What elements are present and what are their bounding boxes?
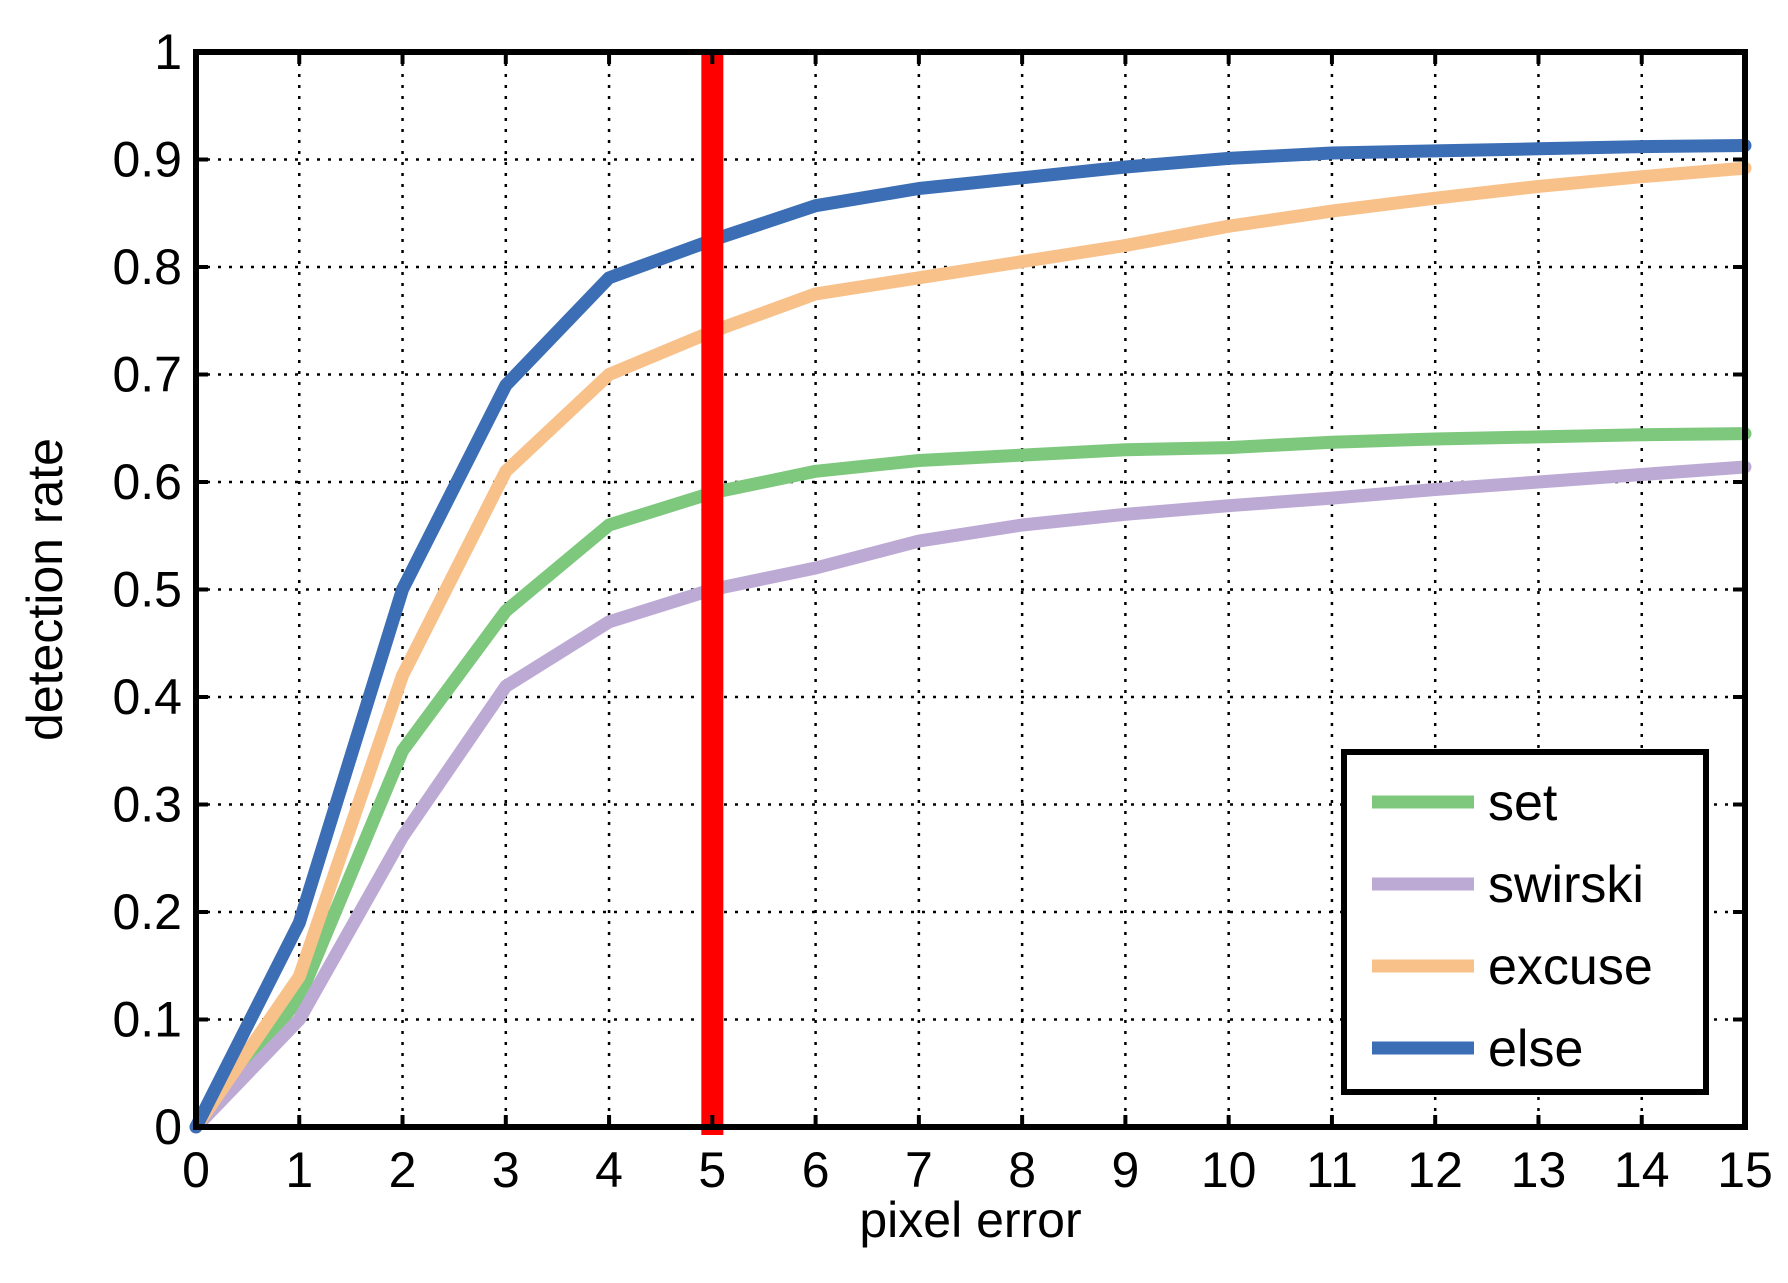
legend-box xyxy=(1341,749,1709,1095)
y-tick-label: 0.7 xyxy=(112,347,182,403)
x-tick-label: 0 xyxy=(182,1142,210,1198)
x-tick-label: 12 xyxy=(1407,1142,1463,1198)
y-tick-label: 0 xyxy=(154,1099,182,1155)
x-tick-label: 2 xyxy=(389,1142,417,1198)
y-tick-label: 0.2 xyxy=(112,884,182,940)
y-tick-label: 0.6 xyxy=(112,454,182,510)
y-tick-label: 0.9 xyxy=(112,132,182,188)
series-line-set xyxy=(189,427,1752,1134)
y-tick-label: 0.4 xyxy=(112,669,182,725)
x-tick-label: 10 xyxy=(1201,1142,1257,1198)
x-tick-label: 5 xyxy=(698,1142,726,1198)
legend: set swirski excuse else xyxy=(1341,749,1709,1095)
x-tick-label: 1 xyxy=(285,1142,313,1198)
series-line-excuse xyxy=(189,161,1752,1134)
y-tick-label: 0.5 xyxy=(112,562,182,618)
x-tick-label: 11 xyxy=(1306,1142,1358,1198)
legend-label-swirski: swirski xyxy=(1488,856,1644,914)
legend-label-excuse: excuse xyxy=(1488,938,1653,996)
y-tick-label: 1 xyxy=(154,24,182,80)
x-axis-ticks: 0 1 2 3 4 5 6 7 8 9 10 11 12 13 14 15 xyxy=(182,52,1773,1198)
x-axis-label: pixel error xyxy=(859,1192,1081,1248)
x-tick-label: 3 xyxy=(492,1142,520,1198)
x-tick-label: 6 xyxy=(802,1142,830,1198)
series-lines xyxy=(189,139,1752,1134)
y-axis-label: detection rate xyxy=(17,438,73,741)
x-tick-label: 8 xyxy=(1008,1142,1036,1198)
x-tick-label: 7 xyxy=(905,1142,933,1198)
y-tick-label: 0.8 xyxy=(112,239,182,295)
y-axis-ticks: 0 0.1 0.2 0.3 0.4 0.5 0.6 0.7 0.8 0.9 1 xyxy=(112,24,1745,1155)
x-tick-label: 15 xyxy=(1717,1142,1773,1198)
legend-label-else: else xyxy=(1488,1020,1583,1078)
y-tick-label: 0.1 xyxy=(112,992,182,1048)
series-line-else xyxy=(189,139,1752,1134)
legend-label-set: set xyxy=(1488,774,1558,832)
x-tick-label: 13 xyxy=(1511,1142,1567,1198)
x-tick-label: 4 xyxy=(595,1142,623,1198)
x-tick-label: 14 xyxy=(1614,1142,1670,1198)
series-line-swirski xyxy=(189,460,1752,1134)
y-tick-label: 0.3 xyxy=(112,777,182,833)
x-tick-label: 9 xyxy=(1111,1142,1139,1198)
